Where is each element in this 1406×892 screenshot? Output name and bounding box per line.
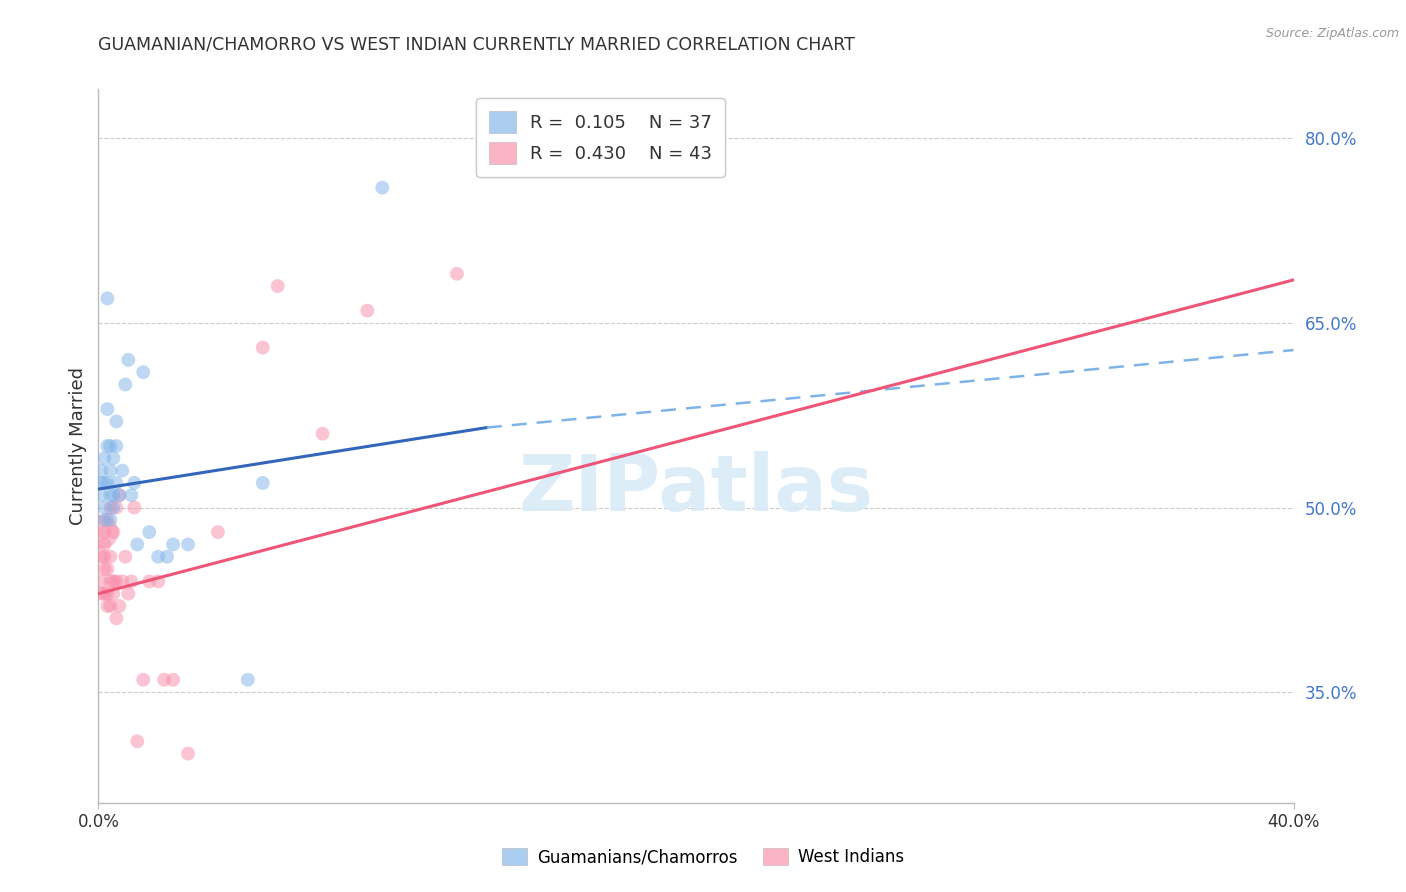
Point bbox=[100, 549, 122, 564]
Point bbox=[90, 525, 112, 540]
Point bbox=[108, 488, 131, 502]
Point bbox=[96, 513, 118, 527]
Point bbox=[252, 341, 274, 355]
Point bbox=[356, 303, 378, 318]
Point bbox=[156, 549, 179, 564]
Point bbox=[127, 537, 149, 551]
Y-axis label: Currently Married: Currently Married bbox=[69, 367, 87, 525]
Point bbox=[371, 180, 394, 194]
Point bbox=[100, 500, 122, 515]
Point bbox=[90, 488, 112, 502]
Text: Source: ZipAtlas.com: Source: ZipAtlas.com bbox=[1265, 27, 1399, 40]
Point bbox=[311, 426, 333, 441]
Point bbox=[103, 587, 125, 601]
Point bbox=[120, 574, 142, 589]
Point bbox=[93, 451, 115, 466]
Point bbox=[93, 562, 115, 576]
Point bbox=[93, 475, 115, 490]
Point bbox=[177, 747, 200, 761]
Point bbox=[103, 525, 125, 540]
Legend: Guamanians/Chamorros, West Indians: Guamanians/Chamorros, West Indians bbox=[494, 840, 912, 875]
Point bbox=[103, 500, 125, 515]
Point bbox=[120, 488, 142, 502]
Point bbox=[96, 562, 118, 576]
Point bbox=[153, 673, 176, 687]
Point bbox=[132, 673, 155, 687]
Point bbox=[100, 574, 122, 589]
Point bbox=[90, 574, 112, 589]
Point bbox=[93, 587, 115, 601]
Point bbox=[446, 267, 468, 281]
Text: GUAMANIAN/CHAMORRO VS WEST INDIAN CURRENTLY MARRIED CORRELATION CHART: GUAMANIAN/CHAMORRO VS WEST INDIAN CURREN… bbox=[98, 36, 855, 54]
Point bbox=[96, 402, 118, 417]
Point bbox=[117, 587, 139, 601]
Point bbox=[103, 451, 125, 466]
Point bbox=[105, 611, 128, 625]
Point bbox=[96, 599, 118, 613]
Point bbox=[90, 587, 112, 601]
Point bbox=[127, 734, 149, 748]
Point bbox=[162, 537, 184, 551]
Point bbox=[105, 574, 128, 589]
Point bbox=[93, 500, 115, 515]
Point bbox=[96, 439, 118, 453]
Point bbox=[114, 549, 136, 564]
Text: ZIPatlas: ZIPatlas bbox=[519, 450, 873, 527]
Point bbox=[138, 574, 160, 589]
Point bbox=[93, 525, 115, 540]
Point bbox=[207, 525, 229, 540]
Point bbox=[252, 475, 274, 490]
Point bbox=[90, 549, 112, 564]
Point bbox=[108, 488, 131, 502]
Point bbox=[132, 365, 155, 379]
Point bbox=[117, 352, 139, 367]
Legend: R =  0.105    N = 37, R =  0.430    N = 43: R = 0.105 N = 37, R = 0.430 N = 43 bbox=[477, 98, 724, 177]
Point bbox=[162, 673, 184, 687]
Point bbox=[105, 414, 128, 428]
Point bbox=[111, 464, 134, 478]
Point bbox=[100, 513, 122, 527]
Point bbox=[93, 549, 115, 564]
Point bbox=[108, 599, 131, 613]
Point bbox=[236, 673, 259, 687]
Point bbox=[96, 475, 118, 490]
Point bbox=[105, 475, 128, 490]
Point bbox=[105, 500, 128, 515]
Point bbox=[138, 525, 160, 540]
Point bbox=[90, 464, 112, 478]
Point bbox=[96, 587, 118, 601]
Point bbox=[148, 574, 170, 589]
Point bbox=[100, 464, 122, 478]
Point bbox=[124, 500, 146, 515]
Point bbox=[103, 574, 125, 589]
Point bbox=[114, 377, 136, 392]
Point bbox=[100, 439, 122, 453]
Point bbox=[90, 475, 112, 490]
Point bbox=[267, 279, 290, 293]
Point bbox=[177, 537, 200, 551]
Point bbox=[100, 599, 122, 613]
Point bbox=[100, 488, 122, 502]
Point bbox=[93, 513, 115, 527]
Point bbox=[111, 574, 134, 589]
Point bbox=[105, 439, 128, 453]
Point bbox=[124, 475, 146, 490]
Point bbox=[103, 488, 125, 502]
Point bbox=[96, 291, 118, 305]
Point bbox=[148, 549, 170, 564]
Point bbox=[93, 537, 115, 551]
